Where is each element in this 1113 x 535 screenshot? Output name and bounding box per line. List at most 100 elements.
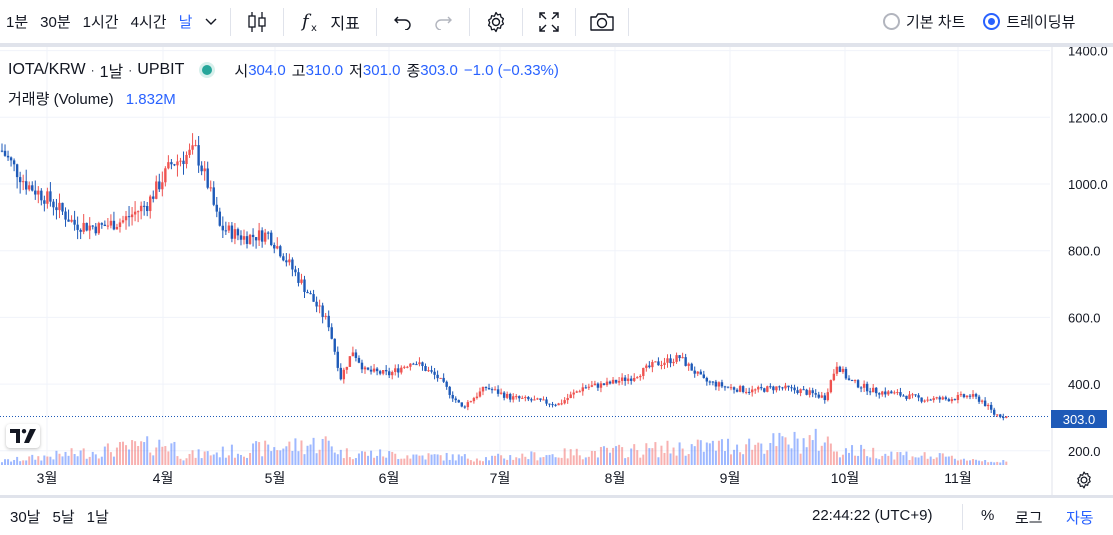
volume-bar: [651, 448, 654, 465]
candle-body: [391, 371, 394, 376]
candle-body: [675, 355, 678, 362]
volume-bar: [478, 460, 481, 465]
volume-bar: [551, 454, 554, 465]
svg-text:x: x: [311, 23, 317, 34]
candle-body: [980, 400, 984, 402]
candle-body: [651, 362, 654, 368]
volume-bar: [823, 442, 826, 465]
volume-bar: [917, 457, 920, 465]
candle-body: [741, 386, 745, 392]
volume-bar: [7, 459, 10, 465]
range-1d[interactable]: 1날: [86, 509, 109, 526]
volume-bar: [820, 445, 823, 465]
x-tick-label: 5월: [265, 470, 286, 486]
candle-body: [418, 362, 421, 365]
volume-bar: [690, 444, 693, 465]
candles-icon[interactable]: [237, 0, 277, 43]
volume-bar: [19, 461, 22, 465]
volume-bar: [488, 460, 491, 465]
volume-bar: [566, 458, 569, 465]
volume-bar: [167, 451, 170, 465]
volume-bars: [1, 428, 1008, 465]
legend-close-label: 종: [406, 62, 421, 80]
volume-bar: [763, 453, 766, 465]
volume-bar: [799, 453, 802, 465]
volume-bar: [772, 433, 775, 465]
volume-bar: [25, 460, 28, 465]
candle-body: [239, 235, 243, 240]
volume-bar: [288, 441, 291, 465]
candle-body: [300, 279, 303, 283]
candle-body: [669, 358, 672, 364]
toolbar-divider: [375, 7, 377, 36]
volume-bar: [125, 445, 128, 465]
candle-body: [805, 389, 808, 395]
time-axis[interactable]: 3월 4월 5월 6월 7월 8월 9월 10월 11월: [37, 470, 972, 486]
volume-bar: [748, 438, 751, 465]
range-5d[interactable]: 5날: [52, 509, 75, 526]
candle-body: [288, 259, 291, 263]
fx-icon: f x: [300, 11, 317, 34]
interval-30m[interactable]: 30분: [40, 14, 71, 31]
candle-body: [502, 392, 506, 398]
volume-bar: [730, 454, 733, 465]
volume-bar: [869, 457, 872, 465]
indicators-button[interactable]: f x 지표: [290, 0, 369, 43]
candle-body: [49, 191, 52, 202]
candle-body: [986, 404, 990, 407]
volume-bar: [294, 438, 297, 465]
candle-body: [744, 391, 748, 393]
candle-body: [687, 363, 690, 366]
indicators-label: 지표: [330, 15, 360, 33]
candle-body: [572, 392, 575, 395]
volume-bar: [188, 453, 191, 465]
interval-1h[interactable]: 1시간: [82, 14, 119, 31]
candle-body: [557, 403, 560, 406]
volume-bar: [475, 458, 478, 465]
range-30d[interactable]: 30날: [10, 509, 41, 526]
tradingview-logo-icon[interactable]: [6, 424, 40, 448]
volume-bar: [494, 455, 497, 465]
candle-body: [554, 404, 557, 406]
volume-bar: [787, 444, 790, 465]
log-scale-toggle[interactable]: 로그: [1015, 510, 1043, 527]
fullscreen-icon[interactable]: [529, 0, 569, 43]
candle-body: [236, 229, 240, 236]
undo-icon[interactable]: [383, 0, 423, 43]
volume-bar: [421, 455, 424, 465]
volume-bar: [270, 451, 273, 465]
chevron-down-icon[interactable]: [198, 0, 224, 43]
volume-bar: [872, 447, 875, 465]
auto-scale-toggle[interactable]: 자동: [1066, 510, 1094, 527]
candle-body: [847, 378, 851, 381]
volume-bar: [590, 450, 593, 465]
volume-bar: [953, 458, 956, 465]
interval-day[interactable]: 날: [178, 14, 193, 31]
axis-settings-gear-icon[interactable]: [1072, 468, 1096, 492]
candle-body: [233, 229, 237, 239]
volume-bar: [457, 454, 460, 465]
candle-body: [732, 387, 736, 390]
candle-body: [747, 391, 751, 393]
price-chart[interactable]: 1400.0 1200.0 1000.0 800.0 600.0 400.0 200.0 3…: [0, 47, 1113, 495]
y-tick-label: 1200.0: [1068, 110, 1108, 125]
volume-bar: [1005, 461, 1008, 465]
mode-basic-chart[interactable]: 기본 차트: [883, 11, 965, 32]
candle-body: [52, 201, 55, 208]
candle-body: [25, 181, 28, 190]
interval-1m[interactable]: 1분: [6, 14, 29, 31]
interval-4h[interactable]: 4시간: [130, 14, 167, 31]
volume-bar: [261, 456, 264, 465]
volume-bar: [817, 450, 820, 465]
camera-icon[interactable]: [582, 0, 622, 43]
candle-body: [699, 371, 702, 375]
candle-body: [602, 383, 606, 385]
mode-tradingview[interactable]: 트레이딩뷰: [983, 11, 1075, 32]
percent-scale-toggle[interactable]: %: [981, 507, 995, 524]
volume-bar: [542, 457, 545, 465]
redo-icon[interactable]: [423, 0, 463, 43]
volume-bar: [336, 454, 339, 465]
candle-body: [460, 402, 463, 407]
settings-gear-icon[interactable]: [476, 0, 516, 43]
clock-timezone[interactable]: 22:44:22 (UTC+9): [812, 507, 933, 524]
